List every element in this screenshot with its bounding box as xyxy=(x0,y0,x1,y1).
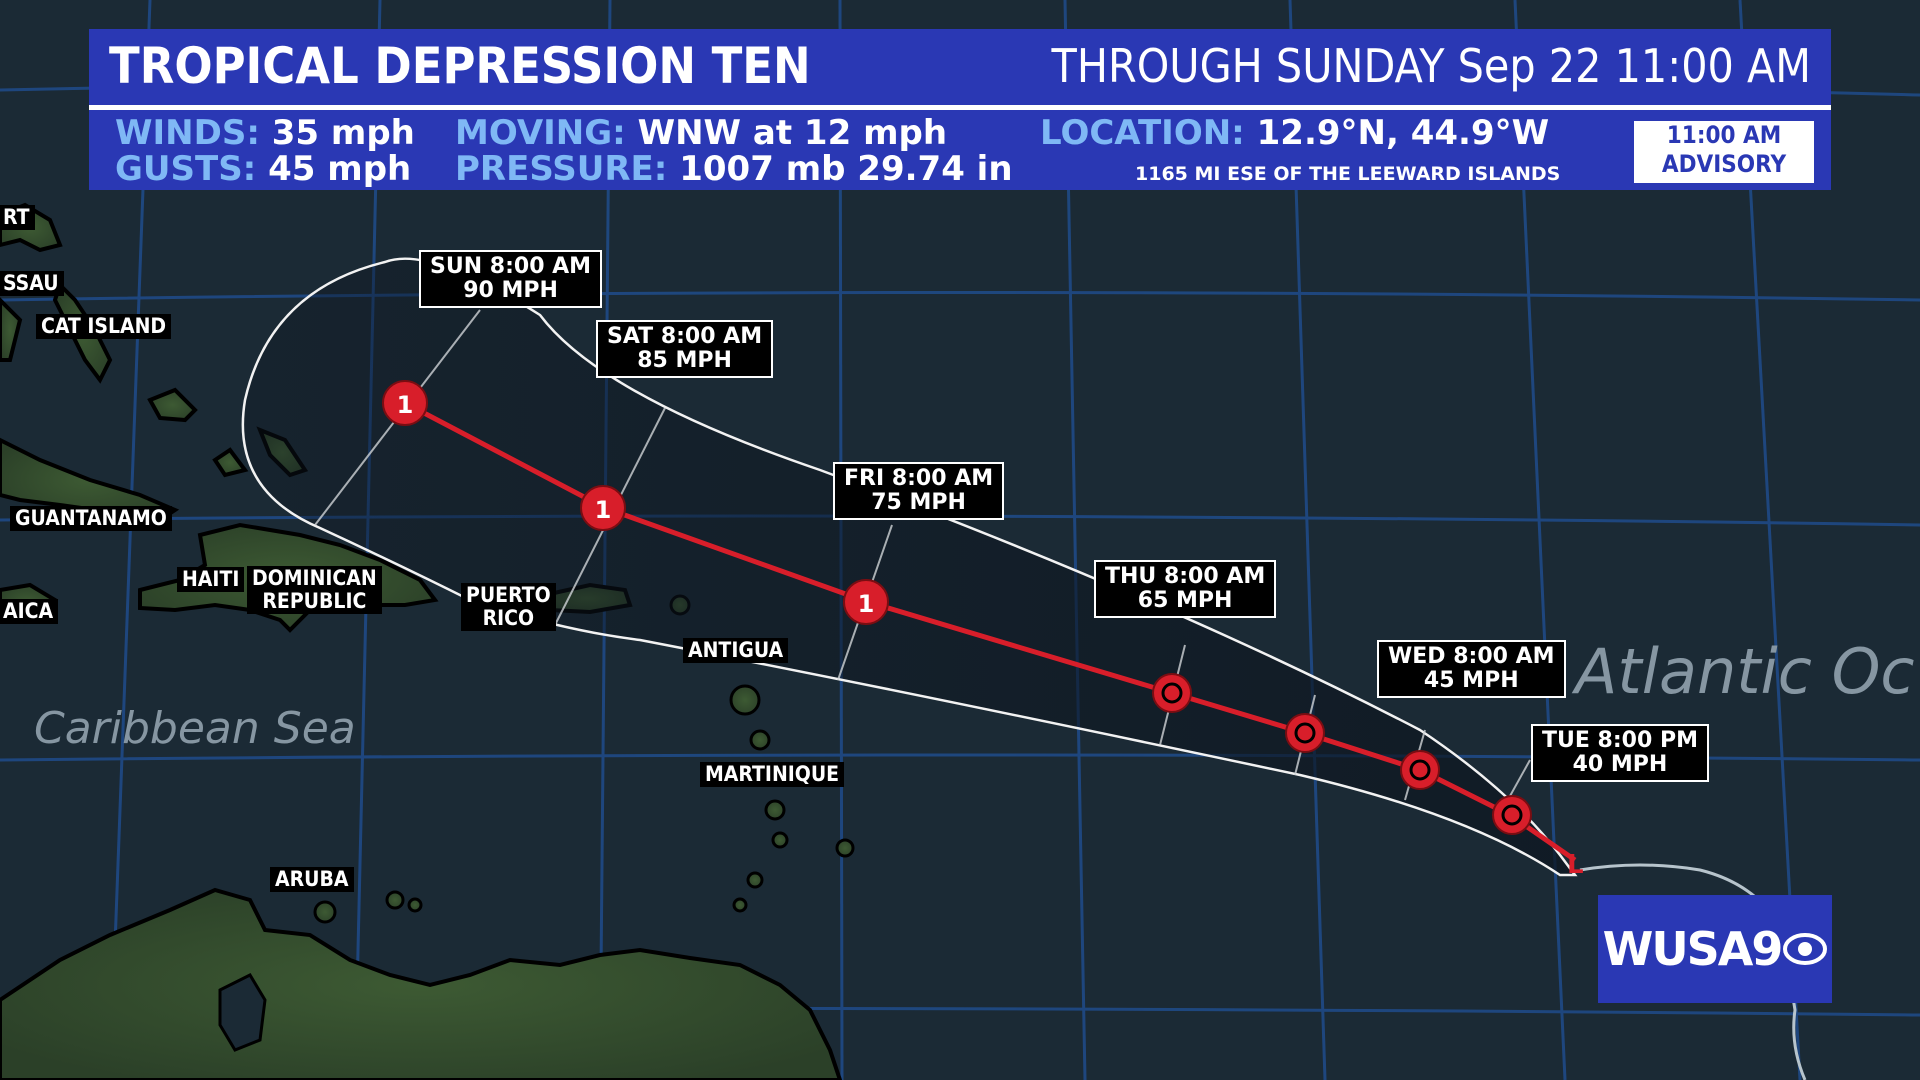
svg-text:1: 1 xyxy=(397,391,414,419)
track-markers: L 1 1 xyxy=(382,380,1584,880)
place-dominican-line1: DOMINICAN xyxy=(252,566,377,590)
forecast-speed: 45 MPH xyxy=(1423,668,1519,693)
sea-label-atlantic: Atlantic Oc xyxy=(1575,635,1915,708)
forecast-cone xyxy=(241,257,1578,877)
forecast-label-sun: SUN 8:00 AM 90 MPH xyxy=(419,250,603,308)
storm-title: TROPICAL DEPRESSION TEN xyxy=(109,37,811,95)
place-antigua: ANTIGUA xyxy=(683,638,789,663)
wusa9-logo: WUSA9 xyxy=(1598,895,1832,1003)
tropical-storm-marker-1 xyxy=(1492,795,1532,835)
place-dominican-line2: REPUBLIC xyxy=(262,589,367,613)
tropical-storm-marker-3 xyxy=(1285,713,1325,753)
logo-text: WUSA9 xyxy=(1602,922,1784,976)
place-nassau: SSAU xyxy=(0,271,64,296)
place-freeport: RT xyxy=(0,205,35,230)
cbs-eye-icon xyxy=(1783,933,1828,965)
forecast-speed: 85 MPH xyxy=(637,348,732,373)
winds-label: WINDS: xyxy=(115,113,260,153)
place-martinique: MARTINIQUE xyxy=(700,762,845,787)
advisory-label: ADVISORY xyxy=(1661,150,1787,178)
winds-value: 35 mph xyxy=(271,113,415,153)
low-symbol-marker: L xyxy=(1567,850,1584,880)
advisory-badge: 11:00 AM ADVISORY xyxy=(1634,121,1814,183)
location-value: 12.9°N, 44.9°W xyxy=(1256,113,1550,153)
gusts-label: GUSTS: xyxy=(115,149,257,189)
moving-stat: MOVING: WNW at 12 mph xyxy=(455,113,947,153)
place-puerto-rico: PUERTO RICO xyxy=(461,583,556,631)
place-haiti: HAITI xyxy=(177,567,245,592)
header-divider xyxy=(89,105,1831,110)
forecast-time: WED 8:00 AM xyxy=(1388,644,1555,669)
forecast-speed: 75 MPH xyxy=(871,490,966,515)
svg-text:1: 1 xyxy=(858,590,875,618)
tropical-storm-marker-2 xyxy=(1400,750,1440,790)
svg-text:L: L xyxy=(1567,850,1584,880)
hurricane-cat1-marker-3: 1 xyxy=(382,380,428,426)
moving-label: MOVING: xyxy=(455,113,626,153)
place-dominican-republic: DOMINICAN REPUBLIC xyxy=(247,566,382,614)
tropical-storm-marker-4 xyxy=(1152,673,1192,713)
pressure-value: 1007 mb 29.74 in xyxy=(679,149,1013,189)
hurricane-cat1-marker-2: 1 xyxy=(580,485,626,531)
forecast-period: THROUGH SUNDAY Sep 22 11:00 AM xyxy=(1051,39,1811,93)
advisory-time: 11:00 AM xyxy=(1666,121,1782,149)
forecast-time: SAT 8:00 AM xyxy=(607,324,763,349)
forecast-speed: 40 MPH xyxy=(1572,752,1668,777)
forecast-time: THU 8:00 AM xyxy=(1105,564,1266,589)
pressure-stat: PRESSURE: 1007 mb 29.74 in xyxy=(455,149,1013,189)
forecast-speed: 65 MPH xyxy=(1137,588,1233,613)
place-aruba: ARUBA xyxy=(270,867,354,892)
forecast-label-wed: WED 8:00 AM 45 MPH xyxy=(1377,640,1566,698)
abc-islands xyxy=(313,890,423,924)
svg-text:1: 1 xyxy=(595,496,612,524)
location-label: LOCATION: xyxy=(1040,113,1245,153)
distance-note: 1165 MI ESE OF THE LEEWARD ISLANDS xyxy=(1135,163,1561,185)
location-stat: LOCATION: 12.9°N, 44.9°W xyxy=(1040,113,1549,153)
gusts-stat: GUSTS: 45 mph xyxy=(115,149,411,189)
hurricane-cat1-marker-1: 1 xyxy=(843,579,889,625)
storm-info-header: TROPICAL DEPRESSION TEN THROUGH SUNDAY S… xyxy=(89,29,1831,190)
place-cat-island: CAT ISLAND xyxy=(36,314,172,339)
pressure-label: PRESSURE: xyxy=(455,149,668,189)
place-puerto-rico-line2: RICO xyxy=(482,606,535,630)
place-guantanamo: GUANTANAMO xyxy=(10,506,172,531)
forecast-label-fri: FRI 8:00 AM 75 MPH xyxy=(833,462,1005,520)
place-jamaica: AICA xyxy=(0,599,59,624)
forecast-speed: 90 MPH xyxy=(463,278,558,303)
south-america-landmass xyxy=(0,887,843,1080)
forecast-label-tue: TUE 8:00 PM 40 MPH xyxy=(1531,724,1709,782)
moving-value: WNW at 12 mph xyxy=(637,113,948,153)
place-puerto-rico-line1: PUERTO xyxy=(466,583,551,607)
sea-label-caribbean: Caribbean Sea xyxy=(34,703,356,754)
lake-maracaibo xyxy=(218,973,267,1052)
forecast-label-sat: SAT 8:00 AM 85 MPH xyxy=(596,320,774,378)
forecast-time: FRI 8:00 AM xyxy=(844,466,994,491)
winds-stat: WINDS: 35 mph xyxy=(115,113,415,153)
forecast-time: SUN 8:00 AM xyxy=(430,254,592,279)
gusts-value: 45 mph xyxy=(268,149,412,189)
forecast-label-thu: THU 8:00 AM 65 MPH xyxy=(1094,560,1277,618)
forecast-time: TUE 8:00 PM xyxy=(1542,728,1698,753)
